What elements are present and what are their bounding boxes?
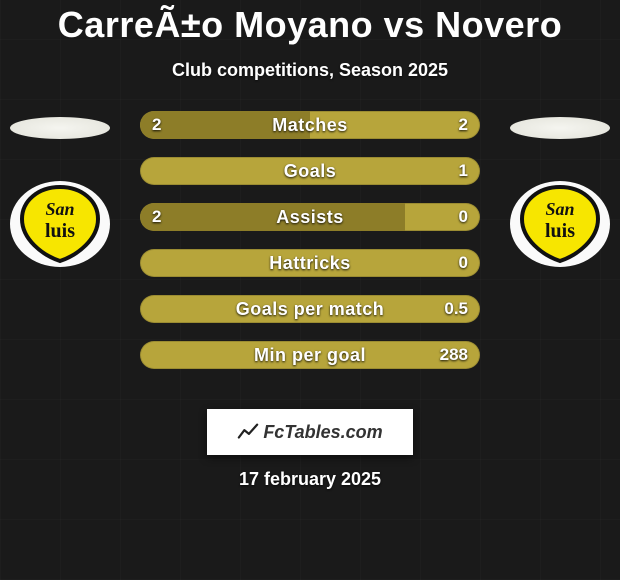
stat-right-value: 0 xyxy=(459,253,468,273)
stat-row: Hattricks0 xyxy=(140,249,480,277)
stat-row: Assists2 0 xyxy=(140,203,480,231)
stat-left-value: 2 xyxy=(152,115,161,135)
page-title: CarreÃ±o Moyano vs Novero xyxy=(58,4,562,46)
stat-label: Goals xyxy=(140,161,480,182)
stat-label: Min per goal xyxy=(140,345,480,366)
player-silhouette-left xyxy=(10,117,110,139)
stat-label: Assists xyxy=(140,207,480,228)
player-silhouette-right xyxy=(510,117,610,139)
page-subtitle: Club competitions, Season 2025 xyxy=(172,60,448,81)
svg-text:luis: luis xyxy=(545,220,575,242)
chart-line-icon xyxy=(237,421,259,443)
date-text: 17 february 2025 xyxy=(0,469,620,490)
stat-left-value: 2 xyxy=(152,207,161,227)
stat-right-value: 2 xyxy=(459,115,468,135)
stat-label: Goals per match xyxy=(140,299,480,320)
stat-label: Hattricks xyxy=(140,253,480,274)
stat-row: Goals per match0.5 xyxy=(140,295,480,323)
stat-label: Matches xyxy=(140,115,480,136)
stat-bars: Matches22Goals1Assists20Hattricks0Goals … xyxy=(140,111,480,369)
stat-row: Min per goal288 xyxy=(140,341,480,369)
stat-right-value: 1 xyxy=(459,161,468,181)
club-badge-left: San luis xyxy=(10,181,110,267)
svg-text:San: San xyxy=(45,199,74,219)
stat-row: Matches2 2 xyxy=(140,111,480,139)
svg-text:luis: luis xyxy=(45,220,75,242)
watermark: FcTables.com xyxy=(207,409,413,455)
right-player-column: San luis xyxy=(500,111,620,267)
left-player-column: San luis xyxy=(0,111,120,267)
stat-right-value: 288 xyxy=(440,345,468,365)
svg-text:San: San xyxy=(545,199,574,219)
comparison-layout: San luis San luis Matches22Goals1Assists… xyxy=(0,111,620,580)
stat-right-value: 0 xyxy=(459,207,468,227)
stat-right-value: 0.5 xyxy=(444,299,468,319)
watermark-text: FcTables.com xyxy=(263,422,382,443)
club-badge-right: San luis xyxy=(510,181,610,267)
stat-row: Goals1 xyxy=(140,157,480,185)
